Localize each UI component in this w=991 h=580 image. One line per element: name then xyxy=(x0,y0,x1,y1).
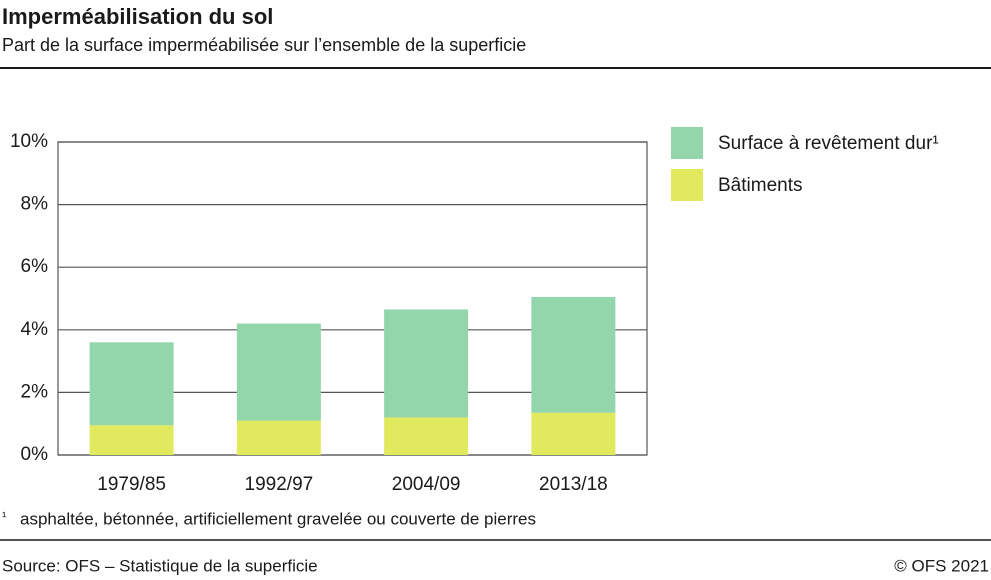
plot-frame xyxy=(57,141,648,456)
bar-segment xyxy=(236,420,321,455)
x-tick-label: 1979/85 xyxy=(97,474,166,495)
y-tick-label: 6% xyxy=(21,256,49,277)
source: Source: OFS – Statistique de la superfic… xyxy=(2,556,318,575)
bar-segment xyxy=(384,417,469,455)
bar-segment xyxy=(531,412,616,455)
y-tick-label: 8% xyxy=(21,194,49,215)
legend-label: Surface à revêtement dur¹ xyxy=(718,133,939,154)
copyright: © OFS 2021 xyxy=(894,556,989,575)
y-tick-label: 0% xyxy=(21,444,49,465)
y-tick-label: 2% xyxy=(21,381,49,402)
bar-segment xyxy=(236,323,321,421)
y-tick-label: 4% xyxy=(21,319,49,340)
legend-swatch xyxy=(671,127,703,159)
x-tick-label: 2013/18 xyxy=(539,474,608,495)
bar-segment xyxy=(89,342,174,426)
footnote-mark: ¹ xyxy=(2,508,7,523)
bar-segment xyxy=(384,309,469,418)
bar-segment xyxy=(89,425,174,455)
legend-swatch xyxy=(671,169,703,201)
x-tick-label: 1992/97 xyxy=(245,474,314,495)
bar-segment xyxy=(531,296,616,413)
chart-title: Imperméabilisation du sol xyxy=(2,4,273,29)
chart-subtitle: Part de la surface imperméabilisée sur l… xyxy=(2,35,526,55)
y-tick-label: 10% xyxy=(10,131,48,152)
x-tick-label: 2004/09 xyxy=(392,474,461,495)
footnote: asphaltée, bétonnée, artificiellement gr… xyxy=(20,509,536,528)
legend-label: Bâtiments xyxy=(718,175,802,196)
